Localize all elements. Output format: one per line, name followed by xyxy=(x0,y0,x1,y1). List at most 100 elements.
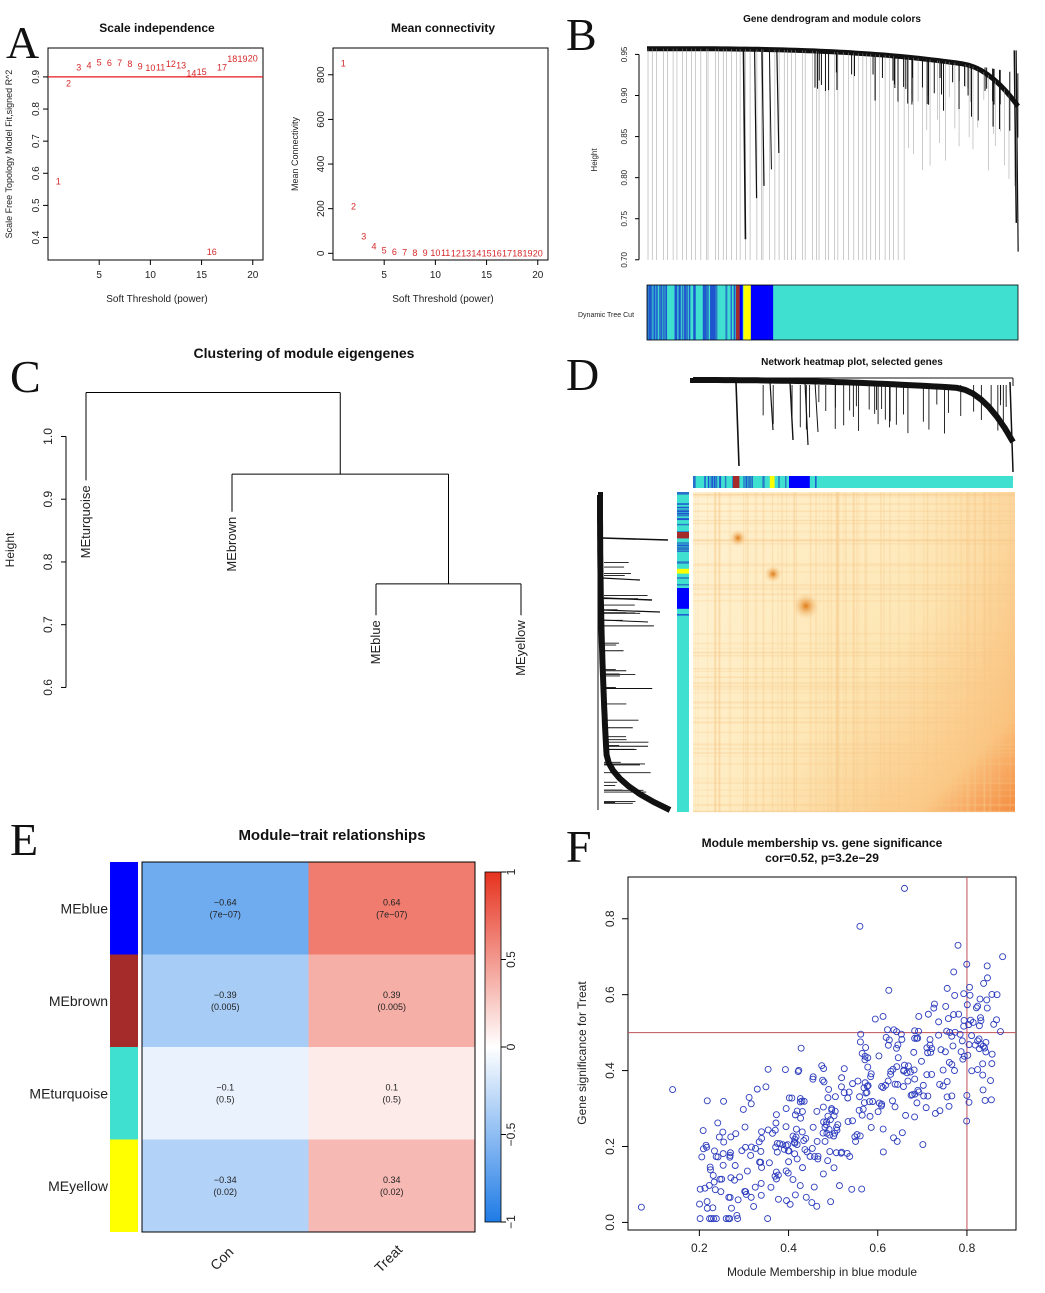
d-horizontal-stripe xyxy=(693,789,1015,791)
f-data-point xyxy=(960,1016,968,1024)
f-data-point xyxy=(765,1159,773,1167)
d-horizontal-stripe xyxy=(693,539,1015,542)
a2-point-label: 18 xyxy=(512,248,522,258)
f-data-point xyxy=(957,1048,965,1056)
f-data-point xyxy=(789,1176,797,1183)
d-horizontal-stripe xyxy=(693,589,1015,591)
f-data-point xyxy=(923,1044,931,1052)
d-vertical-stripe xyxy=(819,492,820,812)
d-left-bar-stripe xyxy=(677,518,689,521)
d-vertical-stripe xyxy=(835,492,837,812)
d-horizontal-stripe xyxy=(693,654,1015,657)
f-data-point xyxy=(785,1158,793,1166)
d-horizontal-stripe xyxy=(693,681,1015,684)
f-data-point xyxy=(750,1202,758,1210)
f-data-point xyxy=(982,1048,990,1056)
f-data-point xyxy=(993,991,1001,999)
a1-title: Scale independence xyxy=(99,21,215,35)
a2-point-label: 11 xyxy=(441,248,450,258)
f-data-point xyxy=(696,1185,704,1193)
b-colorbar-frame xyxy=(646,284,1019,341)
f-data-point xyxy=(884,1041,892,1049)
f-data-point xyxy=(824,1094,832,1102)
d-vertical-stripe xyxy=(728,492,730,812)
f-data-point xyxy=(792,1125,800,1133)
f-ytick-label: 0.0 xyxy=(603,1214,617,1231)
f-data-point xyxy=(703,1097,711,1105)
f-data-point xyxy=(951,991,959,999)
f-data-point xyxy=(758,1134,766,1142)
a2-point-label: 14 xyxy=(471,248,481,258)
a2-point-label: 13 xyxy=(461,248,471,258)
f-data-point xyxy=(706,1163,714,1171)
e-row-label: MEturquoise xyxy=(29,1085,108,1101)
c-leaf-label: MEyellow xyxy=(513,620,528,676)
f-data-point xyxy=(719,1150,727,1158)
f-data-point xyxy=(782,1105,790,1113)
b-colorbar-stripe xyxy=(653,285,656,340)
d-left-bar-stripe xyxy=(677,577,689,579)
f-data-point xyxy=(845,1088,853,1096)
f-data-point xyxy=(736,1173,744,1181)
f-data-point xyxy=(726,1152,734,1159)
a1-ytick-label: 0.4 xyxy=(31,230,42,244)
d-vertical-stripe xyxy=(830,492,833,812)
d-horizontal-stripe xyxy=(693,752,1015,755)
d-top-bar-stripe xyxy=(785,476,787,488)
a2-point-label: 3 xyxy=(361,232,366,242)
f-data-point xyxy=(967,1016,975,1024)
d-horizontal-stripe xyxy=(693,543,1015,545)
f-data-point xyxy=(707,1215,715,1223)
d-horizontal-stripe xyxy=(693,600,1015,602)
f-data-point xyxy=(757,1191,765,1199)
d-vertical-stripe xyxy=(809,492,812,812)
d-horizontal-stripe xyxy=(693,706,1015,709)
d-horizontal-stripe xyxy=(693,717,1015,719)
a1-point-label: 13 xyxy=(176,61,186,71)
d-vertical-stripe xyxy=(973,492,976,812)
f-data-point xyxy=(775,1195,782,1203)
e-cell-pvalue: (7e−07) xyxy=(376,909,407,919)
f-data-point xyxy=(911,1113,919,1121)
d-heatmap-stripes xyxy=(693,492,1015,813)
f-data-point xyxy=(795,1066,803,1074)
f-data-point xyxy=(788,1094,796,1102)
f-data-point xyxy=(806,1152,814,1160)
f-data-point xyxy=(965,1098,973,1106)
f-data-point xyxy=(913,1034,921,1042)
d-horizontal-stripe xyxy=(693,496,1015,498)
f-data-point xyxy=(727,1133,735,1141)
f-data-point xyxy=(866,1112,874,1120)
d-top-bar-stripe xyxy=(749,476,752,488)
a1-ytick-label: 0.5 xyxy=(31,198,42,212)
d-vertical-stripe xyxy=(718,492,721,812)
e-colorbar-tick-label: 1 xyxy=(504,868,518,875)
f-data-point xyxy=(968,1067,976,1075)
a2-point-label: 15 xyxy=(482,248,492,258)
f-data-point xyxy=(893,1137,901,1145)
f-data-point xyxy=(831,1129,839,1137)
d-horizontal-stripe xyxy=(693,571,1015,573)
d-horizontal-stripe xyxy=(693,523,1015,525)
f-data-point xyxy=(810,1183,818,1191)
b-ytick-label: 0.80 xyxy=(620,169,629,185)
a1-xtick-label: 15 xyxy=(196,270,208,281)
f-data-point xyxy=(898,1036,906,1043)
a2-ytick-label: 800 xyxy=(316,66,327,83)
b-colorbar-stripe xyxy=(665,285,668,340)
d-left-bar-stripe xyxy=(677,492,689,494)
f-data-point xyxy=(772,1143,780,1151)
f-data-point xyxy=(711,1186,719,1194)
d-horizontal-stripe xyxy=(693,676,1015,679)
f-data-point xyxy=(800,1137,808,1145)
e-cell-value: −0.39 xyxy=(214,990,237,1000)
f-data-point xyxy=(714,1119,722,1127)
e-cell-pvalue: (7e−07) xyxy=(210,909,241,919)
e-row-label: MEbrown xyxy=(49,993,108,1009)
f-data-point xyxy=(710,1178,718,1186)
d-top-tree-branch xyxy=(814,381,819,433)
f-data-point xyxy=(943,1093,951,1101)
b-colorbar-module xyxy=(743,285,751,340)
f-data-point xyxy=(930,1000,938,1008)
e-row-label: MEyellow xyxy=(48,1178,109,1194)
